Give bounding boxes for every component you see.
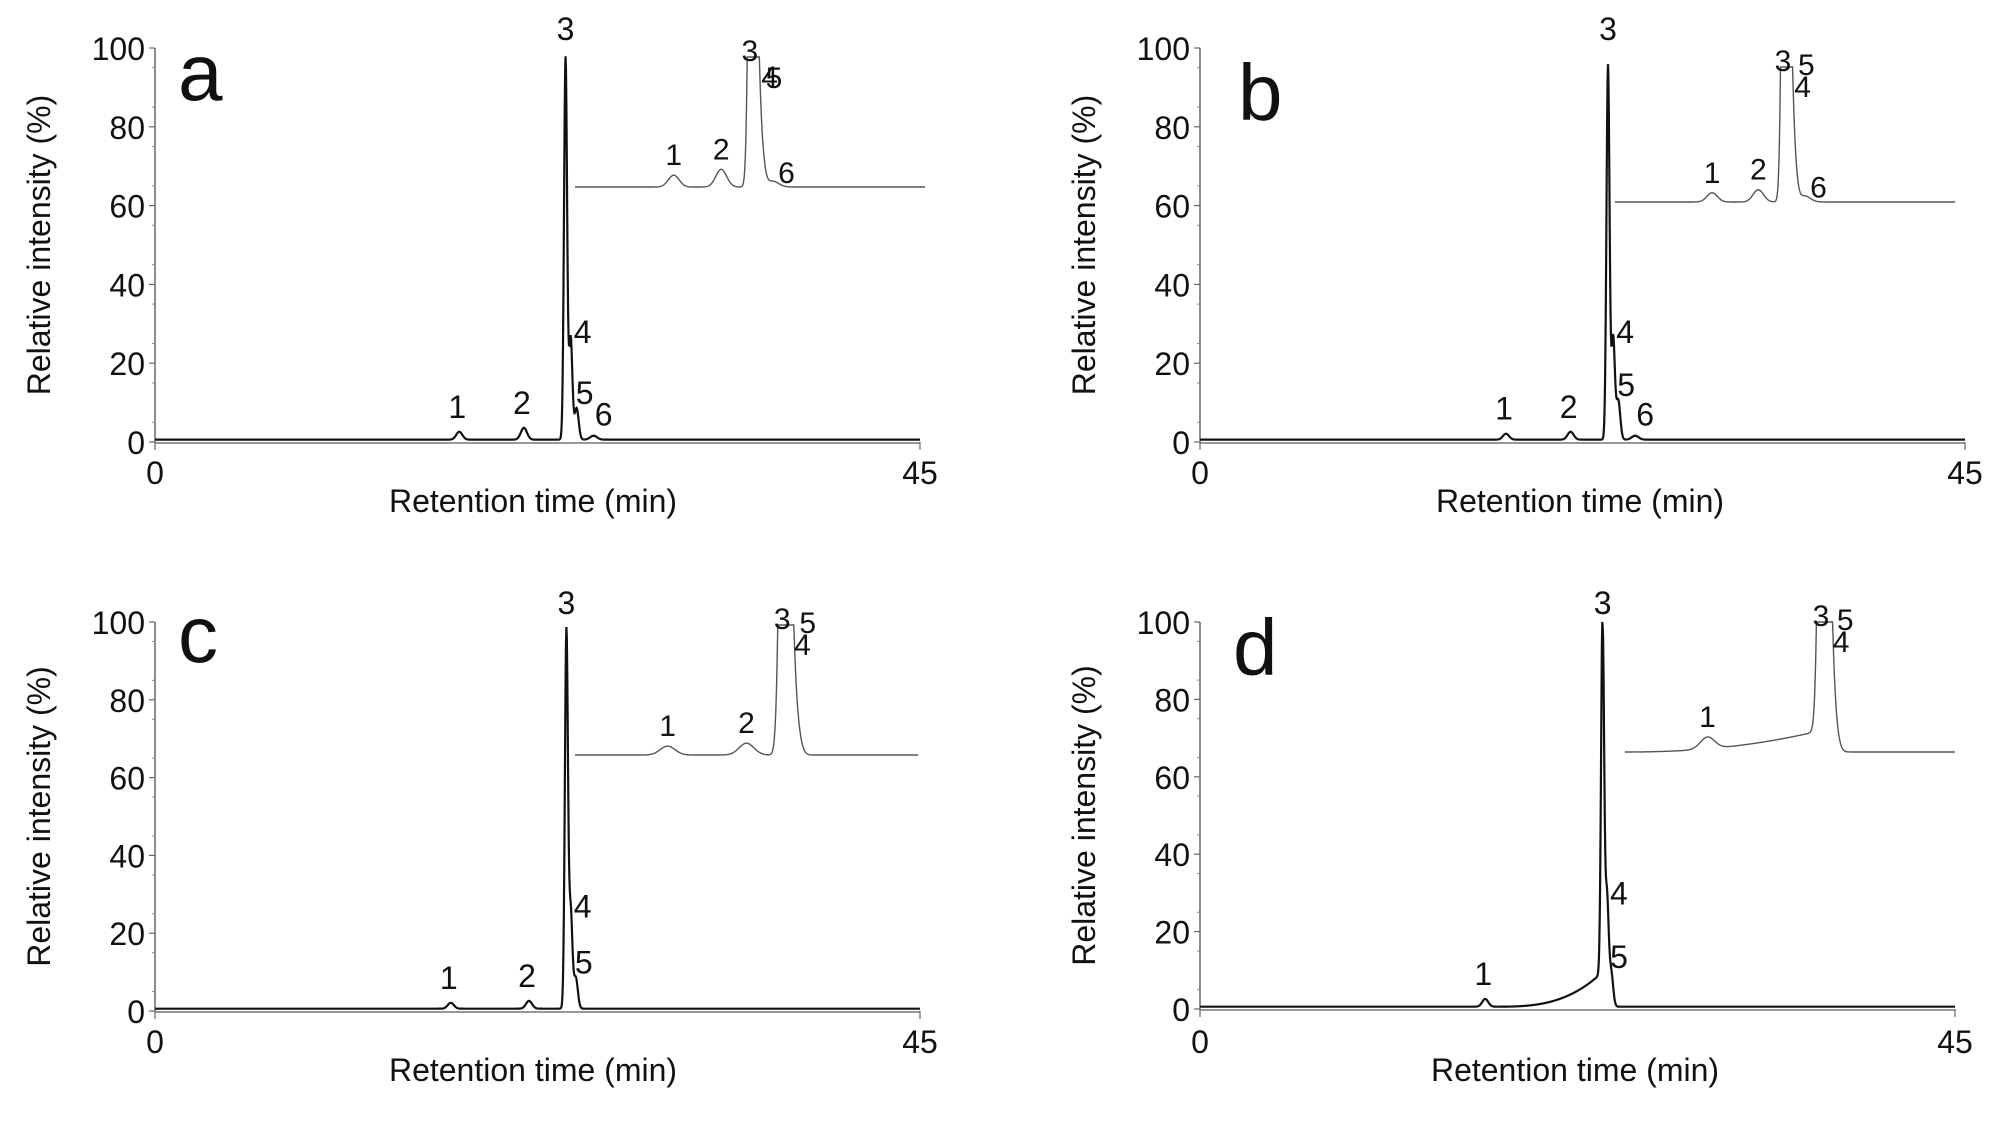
y-tick-label: 100 bbox=[92, 31, 145, 67]
peak-label: 1 bbox=[448, 389, 466, 425]
x-tick-label: 45 bbox=[1947, 455, 1983, 491]
x-tick-label: 45 bbox=[902, 1024, 938, 1060]
chromatogram-line bbox=[1200, 64, 1965, 441]
inset-peak-label: 2 bbox=[713, 133, 730, 166]
y-tick-label: 20 bbox=[1154, 346, 1190, 382]
inset-peak-label: 3 bbox=[774, 603, 791, 636]
inset-peak-label: 3 bbox=[1775, 45, 1792, 78]
peak-label: 6 bbox=[595, 397, 613, 433]
y-tick-label: 100 bbox=[1137, 605, 1190, 641]
peak-label: 3 bbox=[1599, 11, 1617, 47]
panel-letter-a: a bbox=[178, 28, 223, 117]
inset-peak-label: 4 bbox=[1833, 626, 1850, 659]
peak-label: 2 bbox=[1560, 389, 1578, 425]
x-tick-label: 0 bbox=[1191, 455, 1209, 491]
inset-peak-label: 4 bbox=[1794, 71, 1811, 104]
chromatogram-line bbox=[155, 56, 920, 441]
inset-peak-label: 1 bbox=[659, 710, 676, 743]
peak-label: 3 bbox=[557, 11, 575, 47]
inset-peak-label: 5 bbox=[1798, 49, 1815, 82]
inset-peak-label: 6 bbox=[1810, 172, 1827, 205]
inset-peak-label: 6 bbox=[778, 157, 795, 190]
peak-label: 3 bbox=[1594, 585, 1612, 621]
y-tick-label: 80 bbox=[109, 683, 145, 719]
y-tick-label: 100 bbox=[1137, 31, 1190, 67]
y-tick-label: 0 bbox=[127, 425, 145, 461]
peak-label: 5 bbox=[1610, 939, 1628, 975]
inset-peak-label: 3 bbox=[742, 35, 759, 68]
y-tick-label: 60 bbox=[1154, 189, 1190, 225]
inset-line bbox=[1625, 621, 1955, 753]
y-axis-title: Relative intensity (%) bbox=[21, 95, 57, 396]
y-tick-label: 60 bbox=[109, 189, 145, 225]
panel-letter-c: c bbox=[178, 590, 218, 679]
chromatogram-line bbox=[155, 627, 920, 1010]
y-axis-title: Relative intensity (%) bbox=[21, 666, 57, 967]
y-tick-label: 20 bbox=[109, 346, 145, 382]
y-tick-label: 20 bbox=[109, 916, 145, 952]
peak-label: 4 bbox=[574, 314, 592, 350]
y-tick-label: 80 bbox=[1154, 110, 1190, 146]
inset-peak-label: 5 bbox=[766, 62, 783, 95]
x-axis-title: Retention time (min) bbox=[1436, 483, 1724, 519]
peak-label: 4 bbox=[574, 888, 592, 924]
peak-label: 2 bbox=[513, 385, 531, 421]
y-tick-label: 0 bbox=[1172, 425, 1190, 461]
x-axis-title: Retention time (min) bbox=[389, 483, 677, 519]
peak-label: 5 bbox=[576, 375, 594, 411]
inset-peak-label: 2 bbox=[738, 707, 755, 740]
inset-peak-label: 5 bbox=[1837, 604, 1854, 637]
inset-peak-label: 4 bbox=[761, 61, 778, 94]
peak-label: 1 bbox=[1495, 391, 1513, 427]
y-tick-label: 40 bbox=[109, 267, 145, 303]
panel-letter-d: d bbox=[1233, 603, 1278, 692]
x-tick-label: 0 bbox=[146, 455, 164, 491]
inset-line bbox=[575, 624, 918, 756]
y-tick-label: 40 bbox=[1154, 267, 1190, 303]
chromatogram-line bbox=[1200, 621, 1955, 1008]
x-axis-title: Retention time (min) bbox=[389, 1052, 677, 1088]
peak-label: 1 bbox=[1474, 956, 1492, 992]
peak-label: 2 bbox=[518, 958, 536, 994]
peak-label: 1 bbox=[440, 960, 458, 996]
inset-peak-label: 2 bbox=[1750, 154, 1767, 187]
y-tick-label: 0 bbox=[127, 994, 145, 1030]
inset-peak-label: 5 bbox=[799, 607, 816, 640]
inset-peak-label: 1 bbox=[1704, 157, 1721, 190]
y-axis-title: Relative intensity (%) bbox=[1066, 95, 1102, 396]
peak-label: 5 bbox=[1617, 367, 1635, 403]
x-tick-label: 0 bbox=[146, 1024, 164, 1060]
inset-peak-label: 1 bbox=[665, 139, 682, 172]
inset-peak-label: 1 bbox=[1699, 701, 1716, 734]
inset-peak-label: 4 bbox=[794, 629, 811, 662]
x-tick-label: 45 bbox=[902, 455, 938, 491]
y-tick-label: 60 bbox=[1154, 760, 1190, 796]
y-tick-label: 20 bbox=[1154, 915, 1190, 951]
peak-label: 4 bbox=[1616, 314, 1634, 350]
x-tick-label: 0 bbox=[1191, 1024, 1209, 1060]
peak-label: 6 bbox=[1636, 397, 1654, 433]
y-tick-label: 100 bbox=[92, 605, 145, 641]
x-axis-title: Retention time (min) bbox=[1431, 1052, 1719, 1088]
y-tick-label: 80 bbox=[109, 110, 145, 146]
peak-label: 5 bbox=[575, 945, 593, 981]
inset-peak-label: 3 bbox=[1813, 600, 1830, 633]
y-tick-label: 80 bbox=[1154, 682, 1190, 718]
inset-line bbox=[575, 56, 925, 188]
panel-letter-b: b bbox=[1238, 48, 1283, 137]
peak-label: 3 bbox=[558, 585, 576, 621]
y-tick-label: 40 bbox=[1154, 837, 1190, 873]
y-tick-label: 40 bbox=[109, 838, 145, 874]
y-tick-label: 60 bbox=[109, 761, 145, 797]
x-tick-label: 45 bbox=[1937, 1024, 1973, 1060]
y-axis-title: Relative intensity (%) bbox=[1066, 665, 1102, 966]
peak-label: 4 bbox=[1610, 875, 1628, 911]
y-tick-label: 0 bbox=[1172, 992, 1190, 1028]
inset-line bbox=[1615, 66, 1955, 203]
